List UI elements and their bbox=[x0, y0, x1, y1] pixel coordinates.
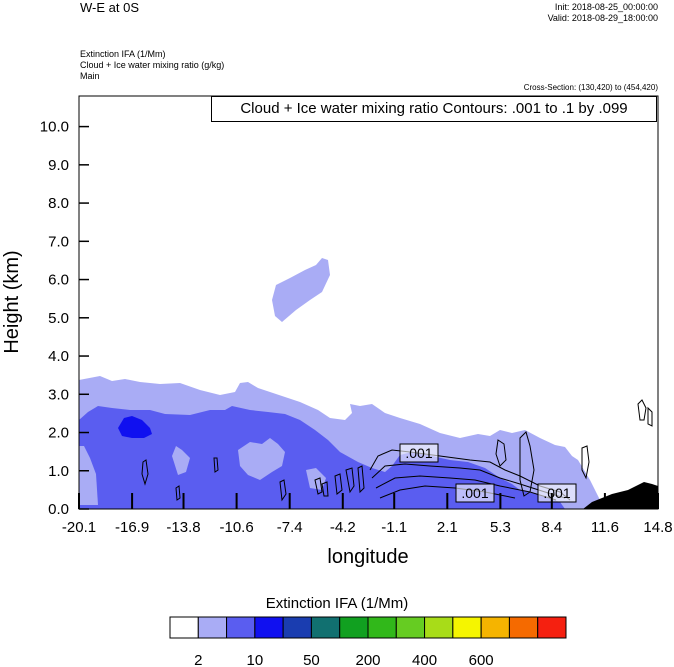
y-tick-label: 3.0 bbox=[48, 386, 69, 403]
extinction-fill-dark bbox=[118, 416, 152, 438]
y-axis: 0.0 1.0 2.0 3.0 4.0 5.0 6.0 7.0 8.0 9.0 10.0 bbox=[40, 119, 89, 518]
contour-label: .001 bbox=[543, 485, 570, 501]
extinction-fill-medium bbox=[79, 406, 565, 509]
colorbar-swatch bbox=[395, 616, 426, 639]
colorbar-label: 600 bbox=[469, 652, 494, 667]
colorbar-swatch bbox=[480, 616, 510, 639]
colorbar-swatch bbox=[282, 616, 312, 639]
y-tick-label: 10.0 bbox=[40, 119, 69, 136]
y-tick-label: 8.0 bbox=[48, 195, 69, 212]
x-tick-label: -1.1 bbox=[381, 519, 407, 536]
field-line-extinction: Extinction IFA (1/Mm) bbox=[80, 49, 166, 59]
x-tick-label: -20.1 bbox=[62, 519, 96, 536]
x-axis: -20.1 -16.9 -13.8 -10.6 -7.4 -4.2 -1.1 2.1 5.3 8.… bbox=[62, 493, 673, 536]
x-tick-label: 11.6 bbox=[591, 519, 619, 536]
colorbar-swatch bbox=[310, 616, 341, 639]
valid-time: Valid: 2018-08-29_18:00:00 bbox=[547, 13, 658, 23]
colorbar-swatch bbox=[424, 616, 454, 639]
colorbar-label: 400 bbox=[412, 652, 437, 667]
x-tick-label: 14.8 bbox=[643, 519, 672, 536]
colorbar-swatch bbox=[452, 616, 482, 639]
contour-label: .001 bbox=[461, 485, 488, 501]
colorbar-swatch bbox=[169, 616, 199, 639]
y-tick-label: 5.0 bbox=[48, 310, 69, 327]
x-tick-label: -16.9 bbox=[115, 519, 149, 536]
x-axis-label: longitude bbox=[327, 546, 408, 568]
terrain-fill bbox=[583, 482, 658, 509]
extinction-fill-anvil bbox=[272, 258, 330, 322]
contour-label: .001 bbox=[405, 445, 432, 461]
x-tick-label: -4.2 bbox=[330, 519, 356, 536]
colorbar-label: 200 bbox=[355, 652, 380, 667]
x-tick-label: -13.8 bbox=[166, 519, 200, 536]
field-line-mixing-ratio: Cloud + Ice water mixing ratio (g/kg) bbox=[80, 60, 225, 70]
y-axis-label: Height (km) bbox=[1, 250, 23, 353]
colorbar-swatch bbox=[226, 616, 256, 639]
x-tick-label: 2.1 bbox=[437, 519, 458, 536]
x-tick-label: -10.6 bbox=[220, 519, 254, 536]
y-tick-label: 7.0 bbox=[48, 233, 69, 250]
cross-section-label: Cross-Section: (130,420) to (454,420) bbox=[523, 83, 658, 92]
y-tick-label: 2.0 bbox=[48, 425, 69, 442]
colorbar-title: Extinction IFA (1/Mm) bbox=[265, 595, 409, 612]
colorbar-swatch bbox=[254, 616, 284, 639]
y-tick-label: 6.0 bbox=[48, 272, 69, 289]
contour-info-box: Cloud + Ice water mixing ratio Contours:… bbox=[211, 96, 657, 122]
x-tick-label: 8.4 bbox=[541, 519, 562, 536]
colorbar-swatch bbox=[197, 616, 228, 639]
colorbar-label: 10 bbox=[247, 652, 264, 667]
colorbar: 2 10 50 200 400 600 bbox=[169, 616, 567, 667]
y-tick-label: 0.0 bbox=[48, 501, 69, 518]
init-time: Init: 2018-08-25_00:00:00 bbox=[554, 2, 658, 12]
chart-title: W-E at 0S bbox=[80, 0, 140, 15]
colorbar-swatch bbox=[339, 616, 369, 639]
contour-label-group: .001 .001 .001 bbox=[399, 443, 577, 503]
y-tick-label: 1.0 bbox=[48, 463, 69, 480]
colorbar-swatch bbox=[508, 616, 539, 639]
colorbar-swatch bbox=[367, 616, 397, 639]
y-tick-label: 4.0 bbox=[48, 348, 69, 365]
field-line-main: Main bbox=[80, 71, 100, 81]
x-tick-label: 5.3 bbox=[490, 519, 511, 536]
x-tick-label: -7.4 bbox=[277, 519, 303, 536]
colorbar-label: 50 bbox=[303, 652, 320, 667]
y-tick-label: 9.0 bbox=[48, 157, 69, 174]
colorbar-label: 2 bbox=[194, 652, 202, 667]
colorbar-swatch bbox=[537, 616, 567, 639]
